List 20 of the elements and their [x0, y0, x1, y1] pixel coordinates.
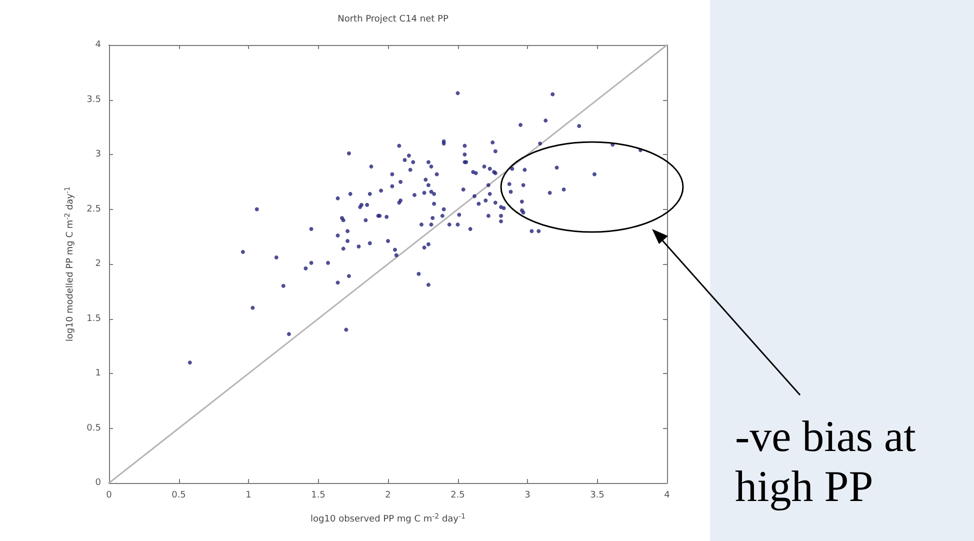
text: -ve bias at high PP [735, 412, 917, 512]
y-tick-label: 3 [95, 150, 101, 160]
y-tick-label: 0 [95, 478, 102, 488]
chart-title: North Project C14 net PP [338, 14, 449, 24]
x-tick-label: 4 [664, 490, 670, 500]
x-tick-label: 1 [246, 490, 252, 500]
y-tick-label: 2.5 [86, 204, 101, 214]
x-tick-label: 2 [385, 490, 391, 500]
x-tick-label: 0 [106, 490, 112, 500]
y-tick-label: 1 [95, 368, 101, 378]
y-tick-label: 1.5 [86, 314, 101, 324]
y-tick-label: 3.5 [86, 94, 101, 105]
x-tick-label: 3.5 [590, 490, 604, 500]
y-tick-label: 2 [95, 259, 101, 269]
x-tick-label: 3 [524, 490, 530, 500]
x-tick-label: 2.5 [450, 490, 465, 500]
y-tick-label: 4 [95, 40, 102, 50]
x-tick-label: 1.5 [311, 490, 326, 500]
y-tick-label: 0.5 [86, 423, 101, 434]
x-tick-label: 0.5 [172, 490, 186, 500]
